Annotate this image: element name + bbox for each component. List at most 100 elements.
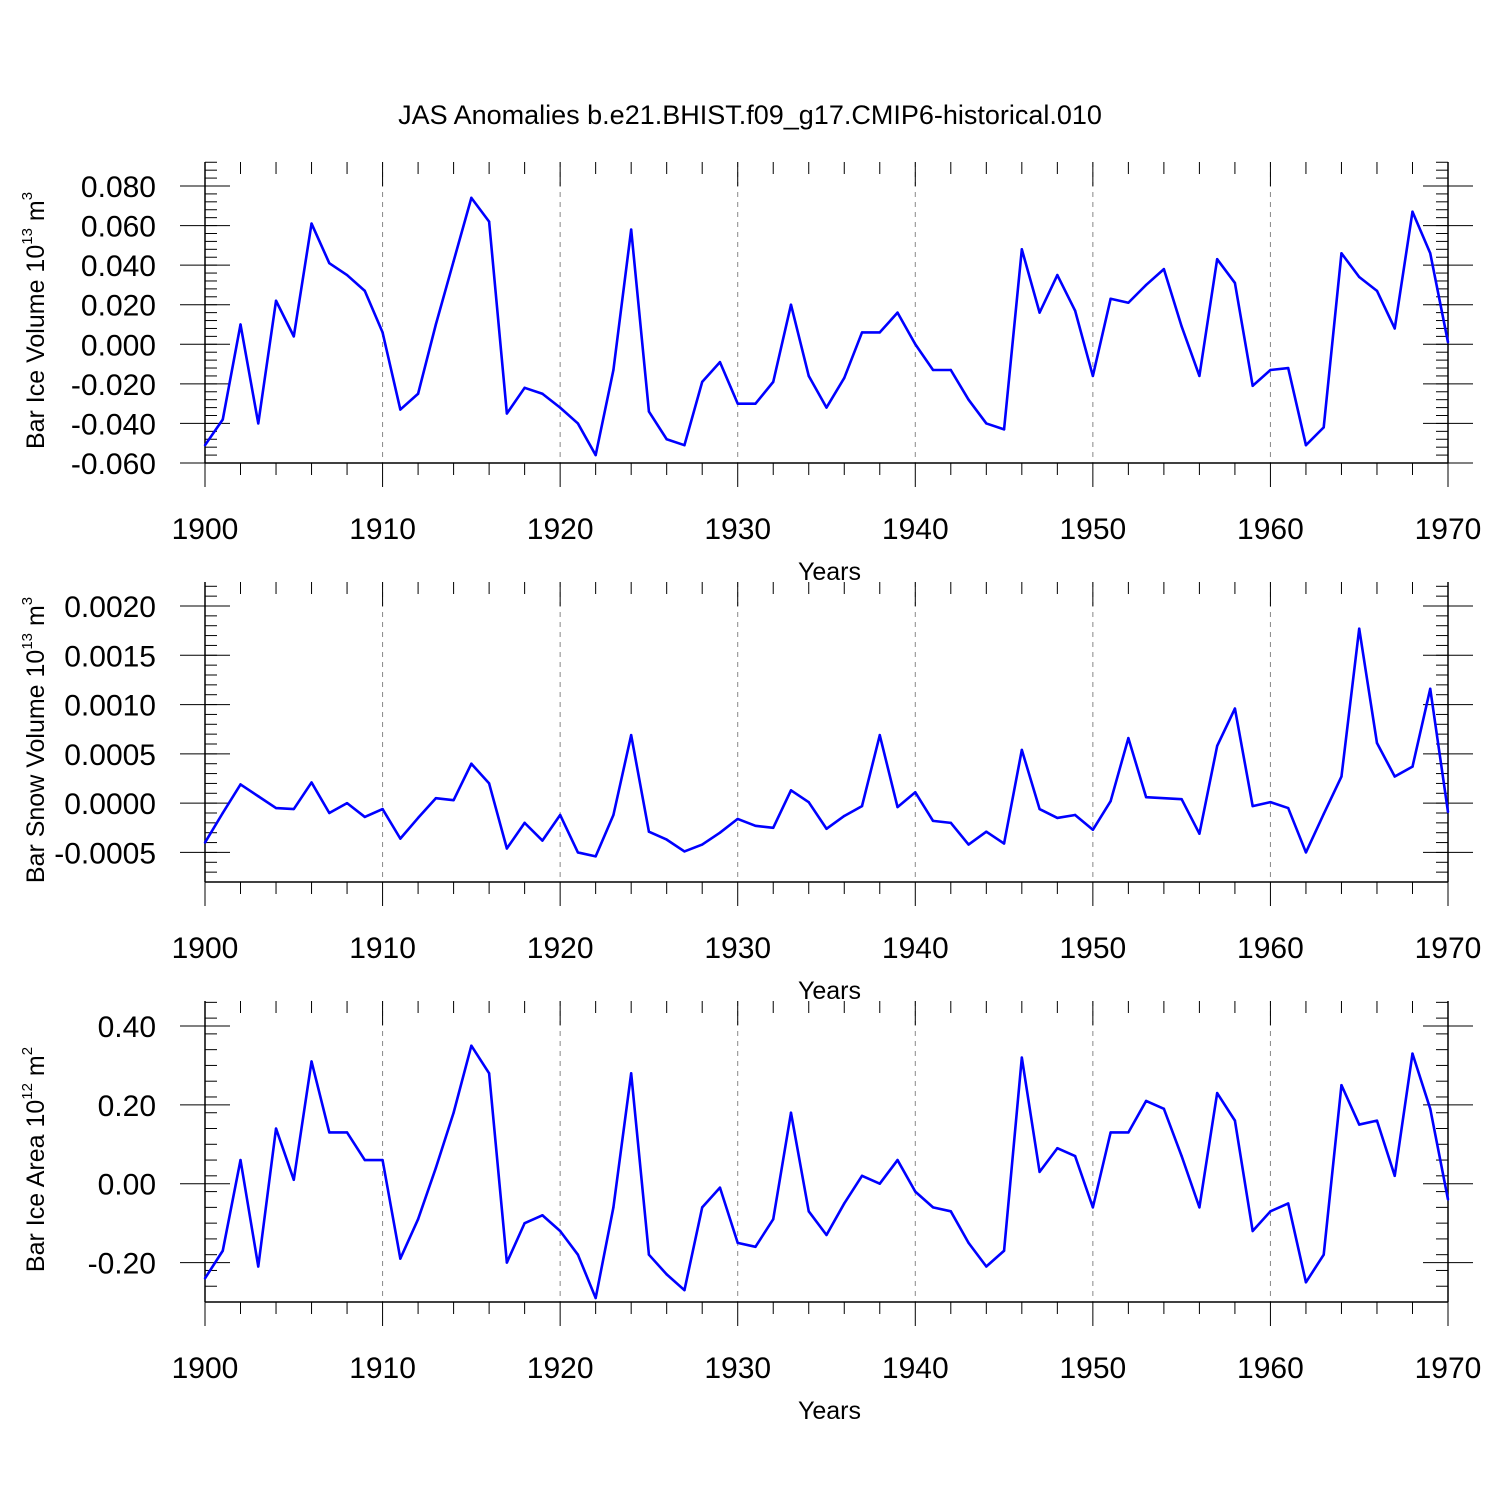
data-point <box>505 847 509 850</box>
data-point <box>629 733 633 737</box>
data-point <box>363 815 367 819</box>
data-point <box>274 299 278 302</box>
data-point <box>1429 1107 1432 1111</box>
data-point <box>1109 1131 1112 1134</box>
data-point <box>629 1072 633 1075</box>
data-point <box>1127 736 1130 740</box>
data-point <box>221 811 224 815</box>
data-point <box>523 821 526 825</box>
y-axis-title-unit: m <box>22 1055 50 1083</box>
data-point <box>683 443 686 447</box>
data-point <box>1269 368 1272 372</box>
data-point <box>896 805 899 809</box>
data-point <box>1251 384 1254 388</box>
x-tick-label: 1920 <box>527 513 594 546</box>
data-point <box>718 831 722 834</box>
data-point <box>860 331 864 334</box>
series-line-bar-ice-area <box>203 1044 1450 1300</box>
data-point <box>221 1249 224 1252</box>
data-point <box>239 323 242 326</box>
data-point <box>1393 327 1396 330</box>
data-point <box>754 402 757 405</box>
data-point <box>843 814 846 818</box>
x-tick-label: 1950 <box>1059 1352 1126 1385</box>
data-point <box>1109 297 1112 300</box>
data-point <box>701 380 704 384</box>
data-point <box>1446 341 1450 344</box>
data-point <box>1375 1119 1379 1122</box>
x-tick-label: 1930 <box>704 932 771 965</box>
data-point <box>221 418 224 421</box>
data-point <box>1073 813 1077 817</box>
data-point <box>1038 1170 1041 1174</box>
data-point <box>274 1127 278 1130</box>
data-point <box>594 453 597 457</box>
y-tick-label: 0.080 <box>81 171 156 204</box>
data-point <box>896 311 899 314</box>
x-axis-title: Years <box>798 977 861 1005</box>
data-point <box>1144 283 1148 287</box>
data-point <box>257 795 260 798</box>
panel-bar-ice-volume: 0.080 0.060 0.040 0.020 0.000 -0.020 -0.040 -0.… <box>19 161 1482 586</box>
data-point <box>399 1257 402 1260</box>
data-point <box>1038 807 1041 811</box>
data-point <box>1429 687 1432 690</box>
data-point <box>1091 374 1095 378</box>
data-point <box>452 259 455 263</box>
x-tick-label: 1900 <box>172 513 239 546</box>
data-point <box>1127 1131 1130 1134</box>
data-point <box>1358 275 1361 279</box>
data-point <box>203 443 207 447</box>
data-point <box>487 1072 491 1075</box>
data-point <box>1446 1198 1450 1201</box>
x-tick-label: 1940 <box>882 1352 949 1385</box>
data-point <box>1286 806 1290 810</box>
data-point <box>1446 810 1450 814</box>
data-point <box>381 1158 384 1162</box>
y-tick-label: 0.0005 <box>64 739 156 772</box>
data-point <box>1429 252 1432 255</box>
data-point <box>1056 816 1059 820</box>
data-point <box>576 422 580 425</box>
x-tick-label: 1920 <box>527 932 594 965</box>
data-point <box>470 1044 473 1047</box>
x-tick-label: 1900 <box>172 1352 239 1385</box>
data-point <box>1304 443 1308 447</box>
x-tick-label: 1970 <box>1415 513 1482 546</box>
data-point <box>1233 281 1237 285</box>
data-point <box>665 438 668 441</box>
x-tick-label: 1950 <box>1059 513 1126 546</box>
data-point <box>1180 1154 1183 1158</box>
data-point <box>843 1202 846 1205</box>
data-point <box>1002 1249 1006 1252</box>
y-axis-title: Bar Snow Volume 1013 m3 <box>19 597 50 883</box>
data-point <box>594 1296 597 1300</box>
data-point <box>701 843 704 846</box>
data-point <box>1286 366 1290 370</box>
data-point <box>1127 301 1130 304</box>
data-point <box>310 222 313 225</box>
data-point <box>541 1214 544 1217</box>
data-point <box>629 228 633 231</box>
data-point <box>328 811 331 815</box>
panels: 0.080 0.060 0.040 0.020 0.000 -0.020 -0.040 -0.… <box>19 161 1482 1425</box>
data-point <box>914 791 917 794</box>
data-point <box>1233 1119 1237 1122</box>
data-point <box>736 402 739 405</box>
data-point <box>949 821 952 825</box>
data-point <box>647 410 651 413</box>
data-point <box>1073 309 1077 312</box>
data-point <box>328 1131 331 1134</box>
data-point <box>1269 1210 1272 1213</box>
x-tick-label: 1900 <box>172 932 239 965</box>
data-point <box>1215 1091 1219 1095</box>
y-axis-title-exponent: 13 <box>19 633 36 650</box>
data-point <box>718 360 722 364</box>
data-point <box>985 1265 988 1268</box>
data-point <box>878 1182 881 1185</box>
data-point <box>967 1241 970 1245</box>
data-point <box>1375 289 1379 293</box>
data-point <box>203 841 207 844</box>
data-point <box>736 1241 739 1245</box>
